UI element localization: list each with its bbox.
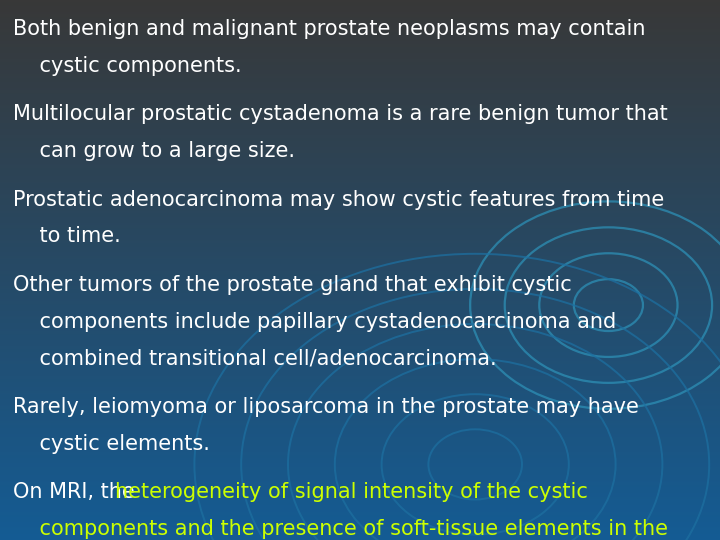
Text: components include papillary cystadenocarcinoma and: components include papillary cystadenoca… — [13, 312, 616, 332]
Text: heterogeneity of signal intensity of the cystic: heterogeneity of signal intensity of the… — [115, 482, 588, 502]
Text: can grow to a large size.: can grow to a large size. — [13, 141, 295, 161]
Text: On MRI, the: On MRI, the — [13, 482, 141, 502]
Text: cystic components.: cystic components. — [13, 56, 242, 76]
Text: to time.: to time. — [13, 226, 121, 246]
Text: components and the presence of soft-tissue elements in the: components and the presence of soft-tiss… — [13, 519, 668, 539]
Text: Multilocular prostatic cystadenoma is a rare benign tumor that: Multilocular prostatic cystadenoma is a … — [13, 104, 667, 124]
Text: Prostatic adenocarcinoma may show cystic features from time: Prostatic adenocarcinoma may show cystic… — [13, 190, 665, 210]
Text: Both benign and malignant prostate neoplasms may contain: Both benign and malignant prostate neopl… — [13, 19, 645, 39]
Text: cystic elements.: cystic elements. — [13, 434, 210, 454]
Text: Rarely, leiomyoma or liposarcoma in the prostate may have: Rarely, leiomyoma or liposarcoma in the … — [13, 397, 639, 417]
Text: combined transitional cell/adenocarcinoma.: combined transitional cell/adenocarcinom… — [13, 348, 497, 368]
Text: Other tumors of the prostate gland that exhibit cystic: Other tumors of the prostate gland that … — [13, 275, 572, 295]
